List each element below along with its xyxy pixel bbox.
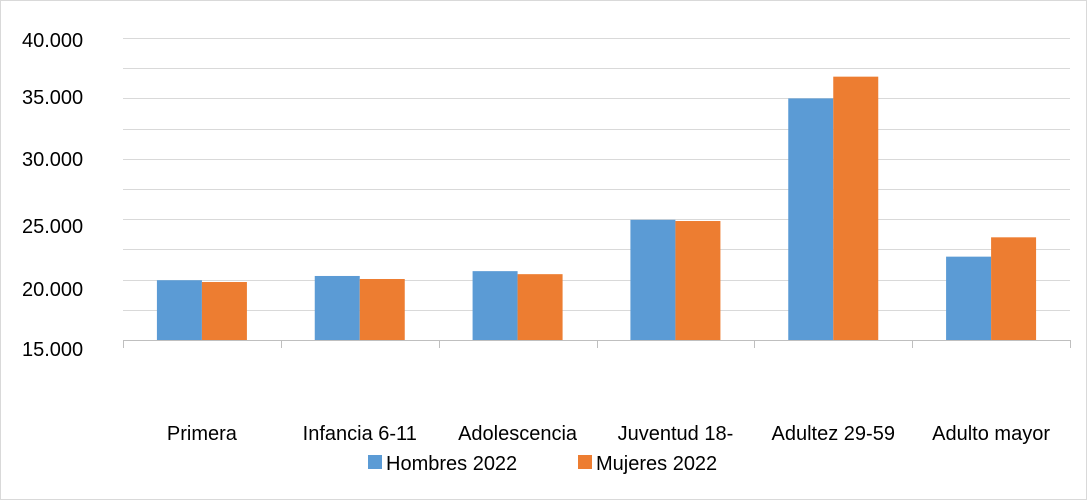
x-category-label: Adultez 29-59 <box>772 423 895 445</box>
x-category-label: Adulto mayor <box>932 423 1050 445</box>
bar-hombres-4 <box>788 98 834 341</box>
bar-mujeres-5 <box>991 237 1037 340</box>
x-category-label: Adolescencia <box>458 423 578 445</box>
bar-mujeres-3 <box>675 221 721 340</box>
bars <box>156 76 1037 341</box>
y-tick-label: 35.000 <box>22 87 83 109</box>
bar-hombres-3 <box>630 219 676 340</box>
legend: Hombres 2022 Mujeres 2022 <box>368 453 717 475</box>
y-tick-label: 40.000 <box>22 30 83 52</box>
x-category-label: Infancia 6-11 <box>303 423 417 445</box>
y-tick-label: 20.000 <box>22 279 83 301</box>
x-category-label: Primera <box>167 423 238 445</box>
x-axis-category-labels: Primera Infancia 6-11 Adolescencia Juventud… <box>167 423 1050 445</box>
bar-hombres-2 <box>472 271 518 340</box>
x-category-label: Juventud 18- <box>618 423 734 445</box>
y-tick-label: 30.000 <box>22 149 83 171</box>
legend-swatch <box>578 455 592 469</box>
bar-mujeres-4 <box>833 76 879 340</box>
y-tick-label: 25.000 <box>22 216 83 238</box>
legend-label: Hombres 2022 <box>386 453 517 475</box>
gridlines <box>123 38 1070 311</box>
bar-hombres-1 <box>314 275 360 340</box>
bar-mujeres-1 <box>359 278 405 340</box>
bar-hombres-5 <box>946 256 992 340</box>
legend-label: Mujeres 2022 <box>596 453 717 475</box>
y-tick-label: 15.000 <box>22 339 83 361</box>
x-axis <box>123 340 1071 348</box>
bar-mujeres-0 <box>201 282 247 340</box>
y-axis-tick-labels: 15.000 20.000 25.000 30.000 35.000 40.000 <box>22 30 83 361</box>
bar-mujeres-2 <box>517 274 563 340</box>
legend-swatch <box>368 455 382 469</box>
bar-hombres-0 <box>156 280 202 340</box>
